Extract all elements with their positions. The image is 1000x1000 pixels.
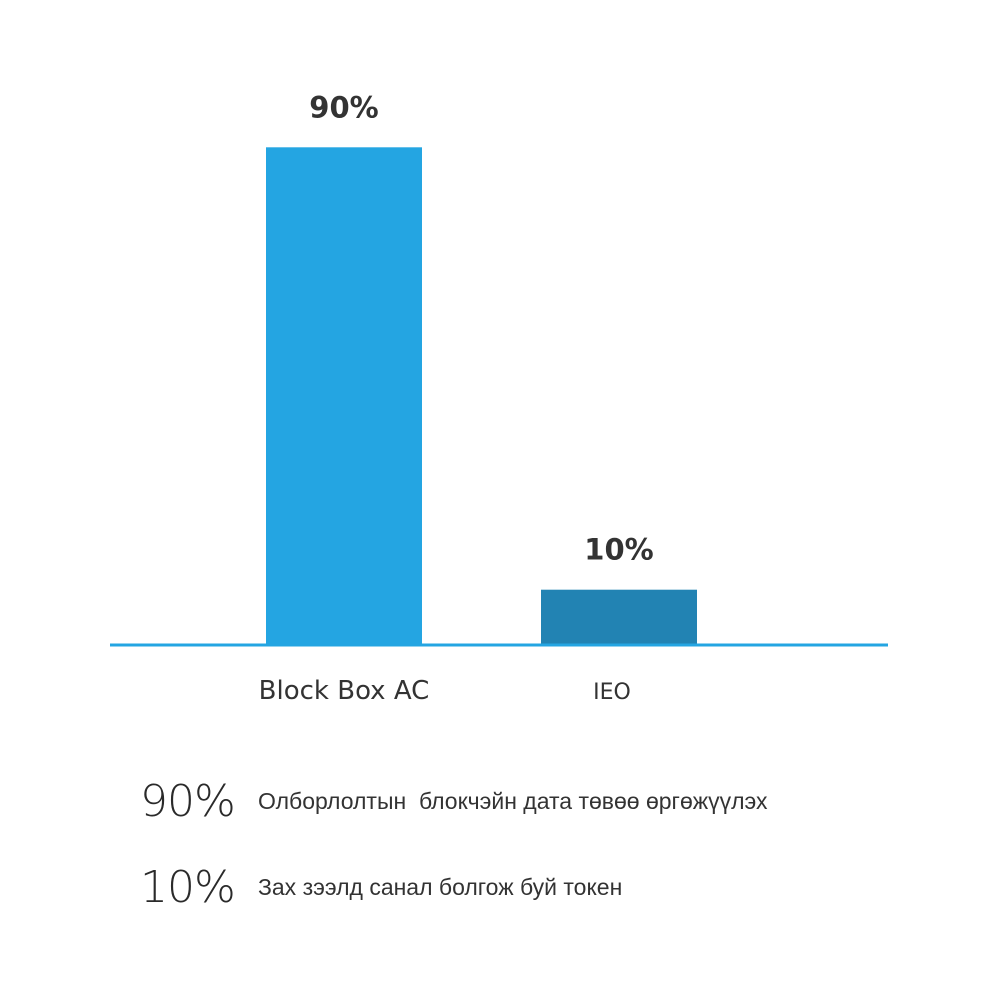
legend-description: Зах зээлд санал болгож буй токен [258, 874, 623, 900]
legend-percent: 90% [140, 776, 236, 827]
category-label: Block Box AC [259, 676, 430, 706]
bar-value-label: 90% [309, 90, 378, 124]
legend-item: 90% Олборлолтын блокчэйн дата төвөө өргө… [140, 776, 768, 827]
category-label: IEO [593, 680, 631, 705]
legend-description: Олборлолтын блокчэйн дата төвөө өргөжүүл… [258, 788, 768, 814]
bar-value-label: 10% [584, 533, 653, 567]
bar-1 [266, 147, 422, 646]
bar-chart: 90% Block Box AC 10% IEO [110, 90, 888, 706]
bar-2 [541, 589, 697, 645]
legend-item: 10% Зах зээлд санал болгож буй токен [140, 862, 622, 913]
legend-percent: 10% [140, 862, 236, 913]
